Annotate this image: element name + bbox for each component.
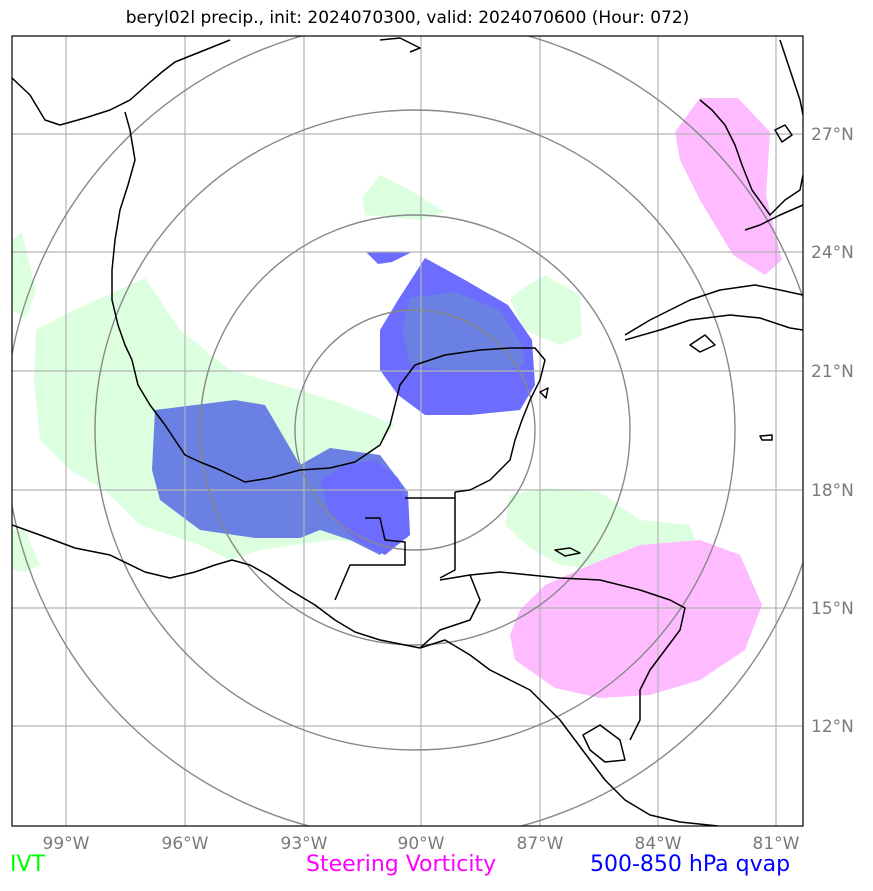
- map-frame: [11, 35, 804, 827]
- gridlines: [12, 36, 803, 826]
- lon-label: 84°W: [635, 834, 682, 854]
- map-title: beryl02l precip., init: 2024070300, vali…: [125, 8, 690, 28]
- lon-label: 99°W: [43, 834, 90, 854]
- lat-label: 24°N: [811, 243, 854, 263]
- lon-label: 96°W: [162, 834, 209, 854]
- coastlines: [12, 37, 803, 826]
- lat-label: 15°N: [811, 599, 854, 619]
- lon-label: 87°W: [517, 834, 564, 854]
- legend-vorticity: Steering Vorticity: [306, 852, 497, 877]
- lon-label: 81°W: [753, 834, 800, 854]
- lat-labels: 27°N 24°N 21°N 18°N 15°N 12°N: [811, 125, 854, 737]
- lat-label: 12°N: [811, 717, 854, 737]
- vorticity-region: [510, 98, 782, 698]
- lon-label: 93°W: [281, 834, 328, 854]
- lat-label: 27°N: [811, 125, 854, 145]
- lat-label: 18°N: [811, 481, 854, 501]
- lon-labels: 99°W 96°W 93°W 90°W 87°W 84°W 81°W: [43, 834, 800, 854]
- qvap-region: [152, 252, 535, 555]
- legend-ivt: IVT: [10, 852, 45, 877]
- lat-label: 21°N: [811, 362, 854, 382]
- lon-label: 90°W: [398, 834, 445, 854]
- range-rings: [12, 36, 803, 826]
- legend-qvap: 500-850 hPa qvap: [590, 852, 791, 877]
